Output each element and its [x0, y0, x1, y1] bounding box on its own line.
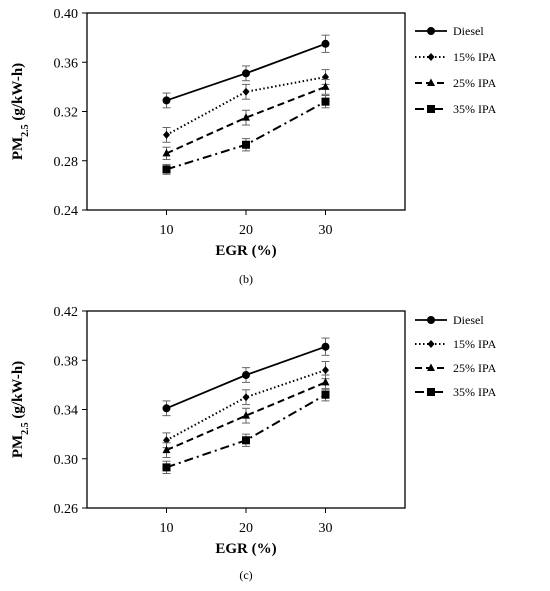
x-tick-label: 30 [319, 521, 333, 536]
y-axis-title: PM2.5 (g/kW-h) [10, 63, 31, 160]
y-tick-label: 0.24 [54, 204, 79, 219]
data-point [321, 97, 330, 106]
y-axis-title: PM2.5 (g/kW-h) [10, 361, 31, 458]
legend-label: 25% IPA [453, 361, 497, 375]
series-3 [162, 94, 330, 175]
legend-label: 35% IPA [453, 102, 497, 116]
legend-marker [427, 316, 435, 324]
series-line [166, 85, 326, 155]
data-point [242, 87, 250, 96]
legend-entry: 15% IPA [415, 337, 497, 351]
data-point [242, 411, 250, 419]
y-tick-label: 0.34 [54, 404, 79, 419]
panel-label: (c) [239, 568, 252, 582]
series-3 [162, 388, 330, 475]
legend-entry: 25% IPA [415, 361, 497, 375]
x-axis-title: EGR (%) [215, 243, 276, 259]
data-point [321, 82, 330, 90]
series-0 [162, 337, 330, 417]
legend-marker [427, 78, 435, 86]
x-tick-label: 20 [239, 223, 253, 238]
series-0 [162, 34, 330, 109]
data-point [242, 371, 250, 380]
legend-label: 15% IPA [453, 337, 497, 351]
series-line [166, 381, 326, 452]
y-tick-label: 0.30 [54, 453, 79, 468]
legend-label: 15% IPA [453, 50, 497, 64]
legend-entry: 35% IPA [415, 385, 497, 399]
legend-entry: 35% IPA [415, 102, 497, 116]
chart-panel-0: 0.24 0.28 0.32 0.36 0.40 10 20 30 EGR (%) PM2.5 (… [10, 7, 497, 286]
x-axis-title: EGR (%) [215, 541, 276, 557]
data-point [321, 39, 330, 48]
data-point [163, 130, 170, 139]
legend-entry: Diesel [415, 24, 484, 38]
legend-marker [427, 53, 435, 61]
legend-label: 35% IPA [453, 385, 497, 399]
series-1 [162, 69, 330, 143]
legend-marker [427, 388, 435, 396]
chart-panel-1: 0.26 0.30 0.34 0.38 0.42 10 20 30 EGR (%) PM2.5 (… [10, 305, 497, 582]
y-tick-label: 0.40 [54, 7, 79, 22]
legend-marker [427, 105, 435, 113]
data-point [242, 393, 250, 402]
legend-entry: Diesel [415, 313, 484, 327]
legend-marker [427, 27, 435, 35]
data-point [322, 366, 329, 375]
data-point [162, 96, 171, 105]
series-line [166, 76, 326, 136]
legend-entry: 15% IPA [415, 50, 497, 64]
data-point [162, 445, 171, 454]
data-point [162, 148, 171, 157]
data-point [162, 165, 171, 174]
series-2 [162, 374, 330, 459]
y-tick-label: 0.42 [54, 305, 79, 320]
data-point [162, 463, 171, 472]
data-point [242, 140, 250, 149]
series-line [166, 393, 326, 469]
data-point [242, 69, 250, 78]
data-point [321, 342, 330, 351]
data-point [321, 377, 330, 386]
legend-label: Diesel [453, 313, 484, 327]
panel-label: (b) [239, 272, 253, 286]
y-tick-label: 0.26 [54, 502, 79, 517]
legend-marker [427, 363, 435, 371]
data-point [242, 113, 250, 121]
data-point [242, 436, 250, 445]
y-tick-label: 0.32 [54, 106, 79, 121]
legend-label: 25% IPA [453, 76, 497, 90]
data-point [321, 390, 330, 399]
y-tick-label: 0.38 [54, 354, 79, 369]
series-2 [162, 78, 330, 161]
legend-label: Diesel [453, 24, 484, 38]
legend-marker [427, 340, 435, 348]
x-tick-label: 10 [160, 521, 174, 536]
y-tick-label: 0.28 [54, 155, 79, 170]
x-tick-label: 10 [160, 223, 174, 238]
legend-entry: 25% IPA [415, 76, 497, 90]
x-tick-label: 30 [319, 223, 333, 238]
data-point [162, 404, 171, 413]
y-tick-label: 0.36 [54, 56, 79, 71]
x-tick-label: 20 [239, 521, 253, 536]
